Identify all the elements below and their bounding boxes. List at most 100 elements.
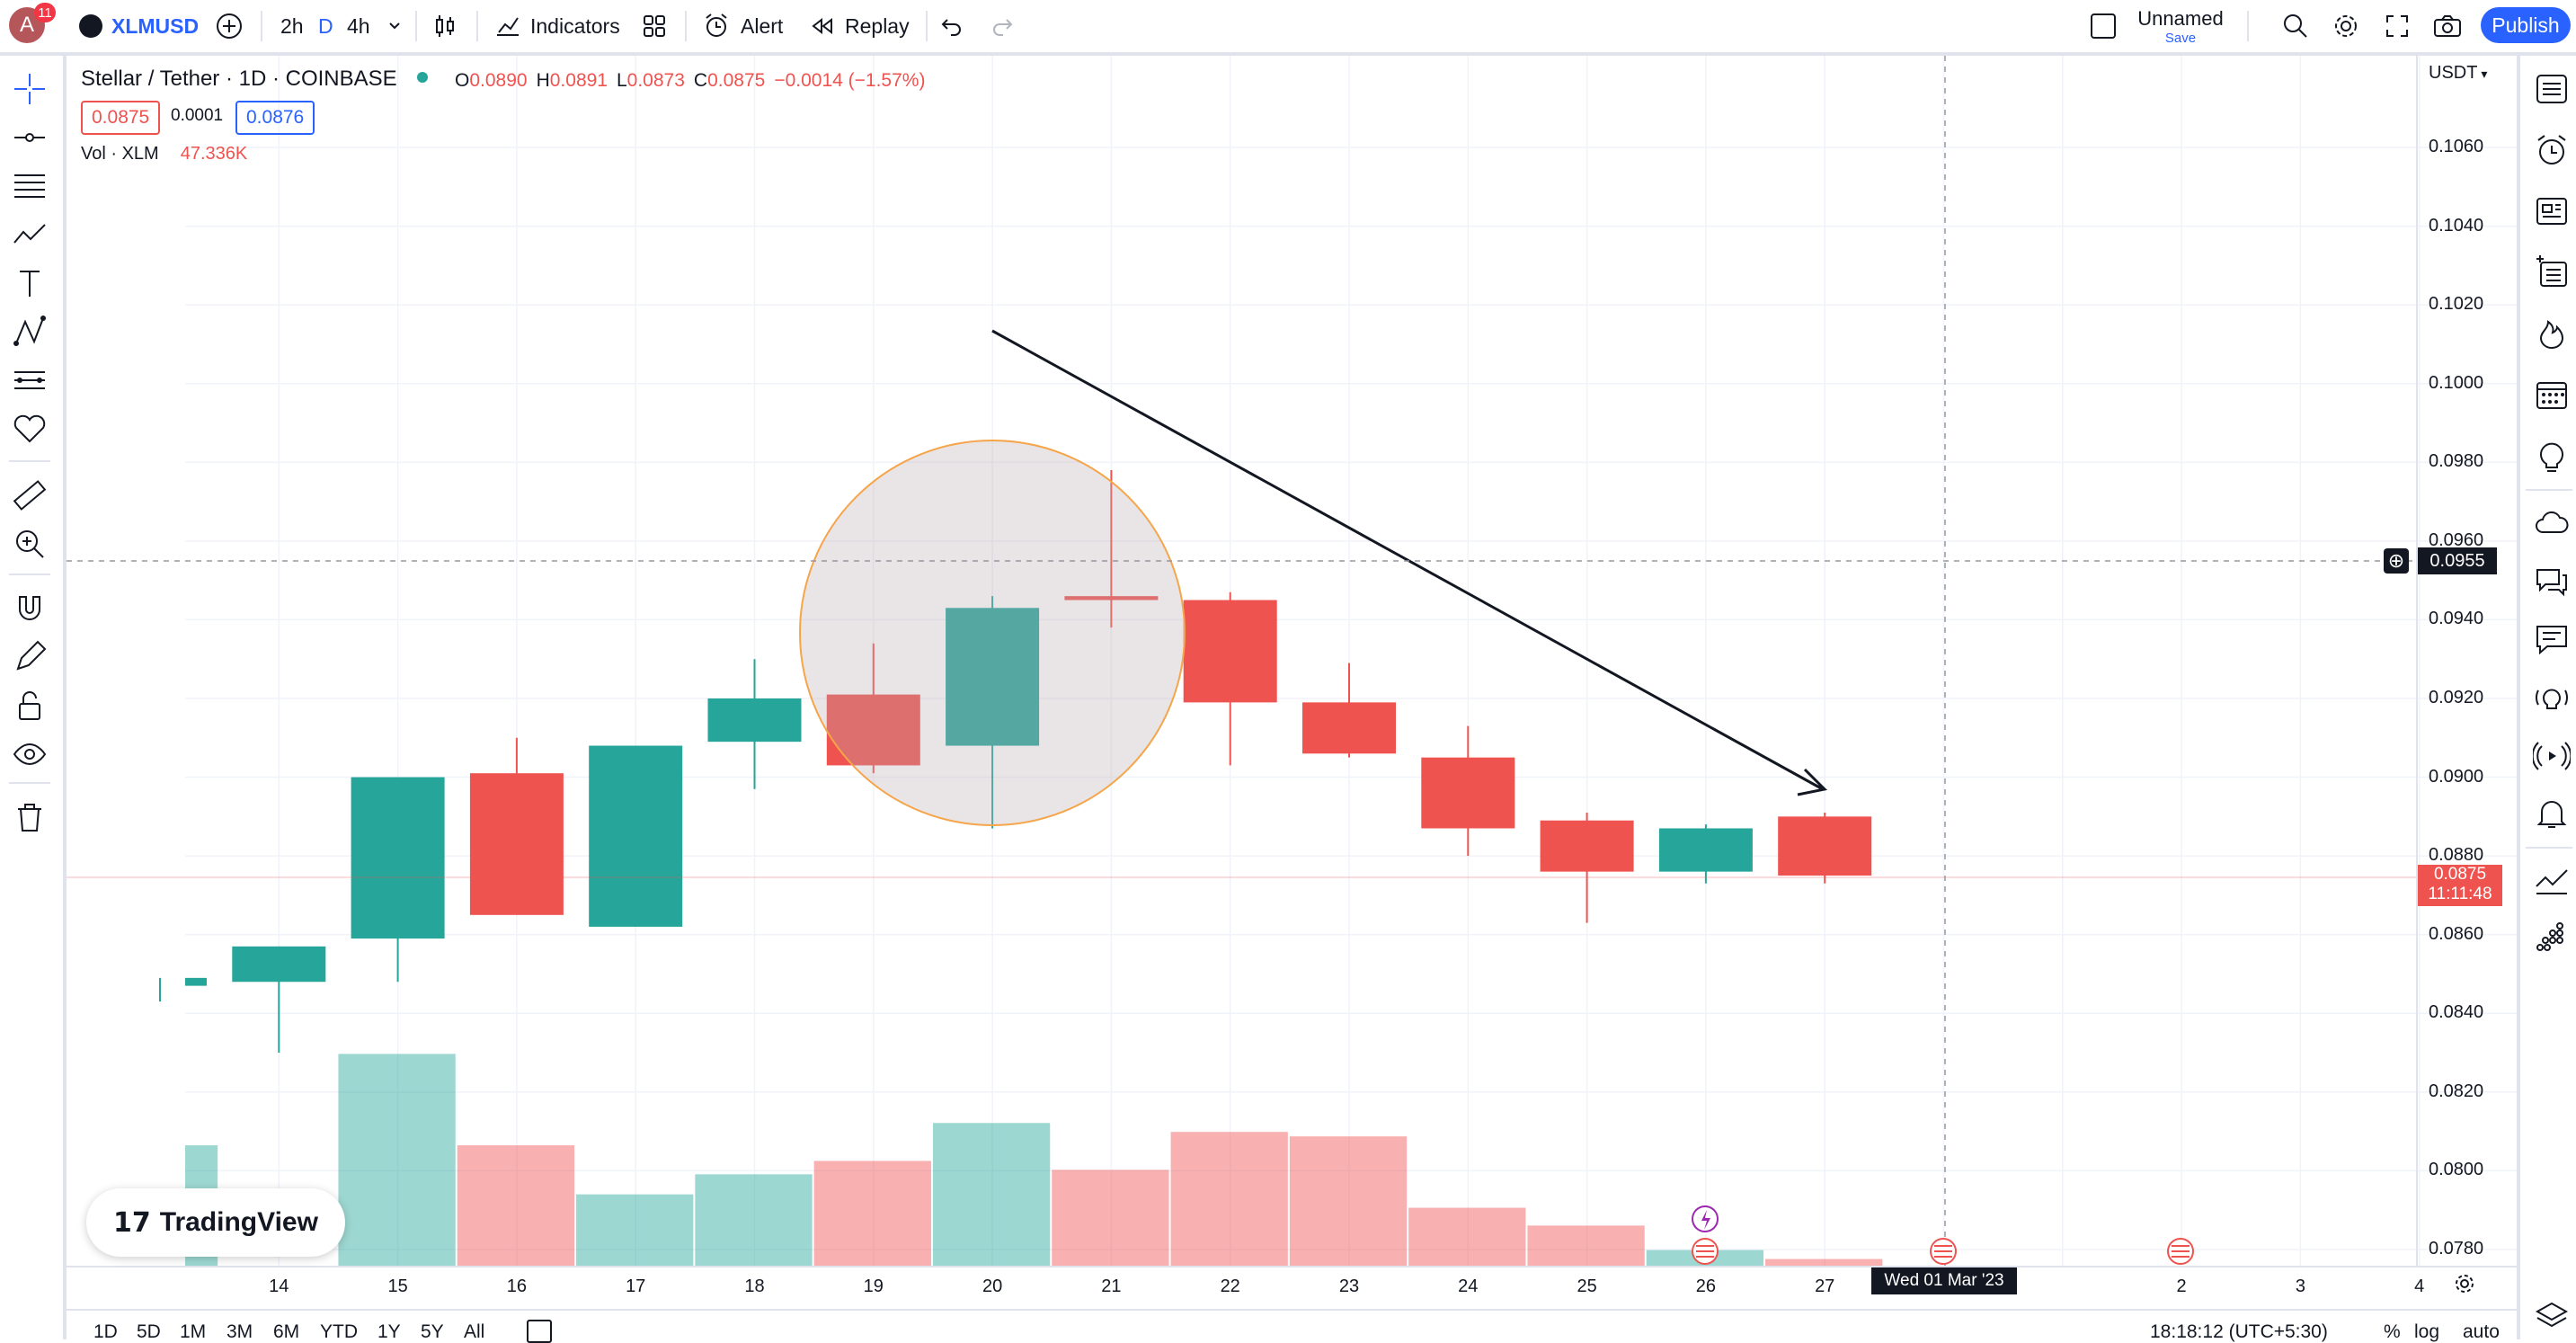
auto-toggle[interactable]: auto — [2463, 1321, 2500, 1342]
fullscreen-button[interactable] — [2384, 0, 2411, 52]
go-to-date-button[interactable] — [527, 1320, 552, 1343]
range-button[interactable]: YTD — [320, 1321, 358, 1342]
compare-symbol-button[interactable] — [214, 0, 244, 52]
range-button[interactable]: 1D — [93, 1321, 118, 1342]
plus-circle-icon — [217, 13, 242, 39]
utc-clock[interactable]: 18:18:12 (UTC+5:30) — [2150, 1321, 2328, 1342]
replay-button[interactable]: Replay — [809, 0, 910, 52]
chart-type-button[interactable] — [431, 0, 458, 52]
percent-toggle[interactable]: % — [2384, 1321, 2401, 1342]
volume-bar — [1170, 1132, 1288, 1266]
interval-dropdown[interactable] — [386, 0, 403, 52]
measure-tool[interactable] — [11, 476, 49, 514]
magnet-icon — [19, 596, 40, 620]
price-axis[interactable] — [2416, 56, 2518, 1267]
watchlist-button[interactable] — [2533, 70, 2571, 108]
layout-checkbox[interactable] — [2091, 0, 2116, 52]
hotlists-button[interactable] — [2533, 315, 2571, 352]
add-list-button[interactable] — [2533, 253, 2571, 291]
zoom-tool[interactable] — [11, 525, 49, 563]
object-tree-button[interactable] — [2533, 1298, 2571, 1336]
stay-in-drawing-tool[interactable] — [11, 638, 49, 676]
interval-2h[interactable]: 2h — [280, 13, 304, 38]
ideas-button[interactable] — [2533, 437, 2571, 475]
us-flag-event-marker[interactable] — [2167, 1238, 2194, 1265]
chart-grid — [185, 56, 2517, 1266]
range-button[interactable]: 5Y — [421, 1321, 444, 1342]
hide-tool[interactable] — [11, 735, 49, 773]
candle-body — [469, 773, 564, 915]
candle-body — [1658, 828, 1753, 872]
chart-canvas[interactable] — [67, 56, 2517, 1267]
magnet-tool[interactable] — [11, 590, 49, 627]
pine-ideas-button[interactable] — [2533, 680, 2571, 717]
interval-4h[interactable]: 4h — [347, 13, 370, 38]
tradingview-logo[interactable]: 17 TradingView — [86, 1188, 345, 1257]
buy-price-box[interactable]: 0.0876 — [235, 101, 315, 135]
streams-button[interactable] — [2533, 505, 2571, 543]
price-tick-label: 0.1020 — [2429, 294, 2484, 315]
us-flag-event-marker[interactable] — [1930, 1238, 1957, 1265]
time-axis[interactable] — [67, 1266, 2517, 1296]
range-button[interactable]: 5D — [137, 1321, 161, 1342]
chats-button[interactable] — [2533, 563, 2571, 600]
crosshair-price-label: 0.0955 — [2418, 547, 2497, 574]
dom-button[interactable] — [2533, 919, 2571, 956]
notification-badge: 11 — [34, 3, 56, 22]
text-tool[interactable] — [11, 264, 49, 302]
currency-selector[interactable]: USDT ▾ — [2429, 63, 2487, 84]
log-toggle[interactable]: log — [2414, 1321, 2440, 1342]
price-tick-label: 0.0780 — [2429, 1238, 2484, 1259]
prediction-tool[interactable] — [11, 313, 49, 351]
alerts-button[interactable] — [2533, 131, 2571, 169]
search-button[interactable] — [2281, 0, 2310, 52]
lock-tool[interactable] — [11, 687, 49, 725]
dividend-event-marker[interactable] — [1692, 1205, 1719, 1232]
dots-grid-icon — [2536, 922, 2563, 951]
price-tick-label: 0.1060 — [2429, 137, 2484, 156]
range-button[interactable]: 1Y — [378, 1321, 401, 1342]
streams-live-button[interactable] — [2531, 737, 2572, 775]
sell-price-box[interactable]: 0.0875 — [81, 101, 161, 135]
range-button[interactable]: 3M — [227, 1321, 253, 1342]
chart-settings-gear-icon[interactable] — [2452, 1271, 2477, 1296]
interval-d[interactable]: D — [318, 13, 333, 38]
open-value: 0.0890 — [469, 70, 528, 91]
line-icon — [14, 133, 45, 142]
symbol-title[interactable]: Stellar / Tether · 1D · COINBASE — [81, 67, 397, 91]
news-button[interactable] — [2533, 192, 2571, 230]
market-status-dot[interactable] — [417, 72, 428, 83]
volume-legend[interactable]: Vol · XLM 47.336K — [81, 144, 247, 165]
range-button[interactable]: 6M — [273, 1321, 300, 1342]
trading-panel-button[interactable] — [2533, 861, 2571, 899]
layout-name[interactable]: Unnamed Save — [2137, 7, 2224, 46]
add-alert-plus-icon[interactable]: ⊕ — [2384, 548, 2409, 574]
trend-arrow-drawing[interactable] — [991, 329, 1828, 796]
public-chats-button[interactable] — [2533, 620, 2571, 658]
crosshair-tool[interactable] — [11, 70, 49, 108]
price-tick-label: 0.0980 — [2429, 451, 2484, 472]
notifications-button[interactable] — [2533, 795, 2571, 832]
alert-button[interactable]: Alert — [703, 0, 783, 52]
publish-button[interactable]: Publish — [2481, 7, 2571, 43]
indicators-button[interactable]: Indicators — [494, 0, 620, 52]
delete-tool[interactable] — [11, 798, 49, 836]
fib-tool[interactable] — [11, 167, 49, 205]
range-button[interactable]: 1M — [180, 1321, 207, 1342]
snapshot-button[interactable] — [2432, 0, 2463, 52]
undo-button[interactable] — [938, 0, 964, 52]
highlight-circle-drawing[interactable] — [799, 440, 1186, 826]
symbol-search[interactable]: XLMUSD — [79, 0, 199, 52]
range-button[interactable]: All — [464, 1321, 485, 1342]
settings-button[interactable] — [2332, 0, 2360, 52]
templates-button[interactable] — [642, 0, 667, 52]
redo-button[interactable] — [990, 0, 1016, 52]
patterns-tool[interactable] — [11, 216, 49, 253]
measure-group-tool[interactable] — [11, 361, 49, 399]
redo-icon — [993, 19, 1013, 36]
coin-icon — [79, 14, 102, 38]
trend-line-tool[interactable] — [11, 119, 49, 156]
calendar-button[interactable] — [2533, 376, 2571, 414]
us-flag-event-marker[interactable] — [1692, 1238, 1719, 1265]
icons-tool[interactable] — [11, 410, 49, 448]
